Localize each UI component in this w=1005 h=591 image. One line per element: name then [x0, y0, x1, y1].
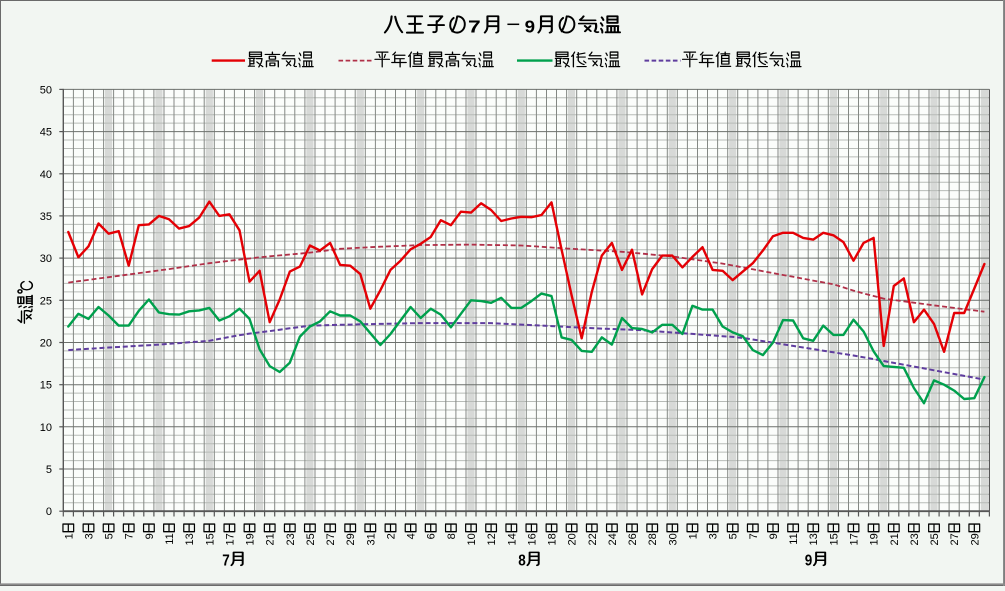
svg-text:18: 18 — [547, 533, 559, 545]
svg-text:19: 19 — [869, 533, 881, 545]
svg-text:26: 26 — [627, 533, 639, 545]
svg-text:9: 9 — [525, 16, 536, 36]
svg-text:1: 1 — [63, 533, 75, 539]
svg-text:12: 12 — [486, 533, 498, 545]
svg-text:1: 1 — [687, 533, 699, 539]
svg-text:3: 3 — [708, 533, 720, 539]
svg-text:11: 11 — [788, 533, 800, 544]
svg-text:13: 13 — [808, 533, 820, 545]
svg-text:29: 29 — [969, 533, 981, 545]
svg-text:29: 29 — [345, 533, 357, 545]
svg-text:31: 31 — [365, 533, 377, 545]
svg-text:6: 6 — [426, 533, 438, 539]
svg-text:5: 5 — [728, 533, 740, 539]
svg-text:9: 9 — [768, 533, 780, 539]
svg-text:40: 40 — [40, 169, 52, 181]
svg-text:7: 7 — [748, 533, 760, 539]
svg-text:17: 17 — [224, 533, 236, 545]
svg-text:45: 45 — [40, 127, 52, 139]
svg-text:15: 15 — [40, 380, 52, 392]
svg-text:25: 25 — [929, 533, 941, 545]
svg-text:28: 28 — [647, 533, 659, 545]
svg-text:15: 15 — [204, 533, 216, 545]
svg-text:8: 8 — [518, 552, 526, 569]
svg-text:27: 27 — [325, 533, 337, 545]
svg-text:21: 21 — [889, 533, 901, 545]
svg-text:0: 0 — [46, 506, 52, 518]
svg-text:19: 19 — [245, 533, 257, 545]
svg-text:35: 35 — [40, 211, 52, 223]
svg-text:8: 8 — [446, 533, 458, 539]
svg-text:10: 10 — [466, 533, 478, 545]
svg-text:30: 30 — [667, 533, 679, 545]
svg-text:23: 23 — [909, 533, 921, 545]
svg-text:7: 7 — [124, 533, 136, 539]
svg-text:10: 10 — [40, 422, 52, 434]
svg-text:15: 15 — [828, 533, 840, 545]
svg-text:23: 23 — [285, 533, 297, 545]
svg-text:30: 30 — [40, 253, 52, 265]
svg-text:5: 5 — [104, 533, 116, 539]
svg-text:5: 5 — [46, 464, 52, 476]
svg-text:7: 7 — [222, 552, 230, 569]
svg-text:13: 13 — [184, 533, 196, 545]
svg-text:16: 16 — [526, 533, 538, 545]
svg-text:11: 11 — [164, 533, 176, 544]
svg-text:17: 17 — [849, 533, 861, 545]
svg-text:24: 24 — [607, 533, 619, 545]
svg-text:20: 20 — [567, 533, 579, 545]
svg-text:27: 27 — [949, 533, 961, 545]
svg-text:2: 2 — [386, 533, 398, 539]
svg-text:14: 14 — [506, 533, 518, 545]
svg-text:9: 9 — [805, 552, 813, 569]
svg-text:50: 50 — [40, 84, 52, 96]
svg-text:25: 25 — [40, 295, 52, 307]
svg-text:4: 4 — [406, 533, 418, 539]
svg-text:3: 3 — [84, 533, 96, 539]
svg-text:9: 9 — [144, 533, 156, 539]
svg-text:20: 20 — [40, 338, 52, 350]
svg-text:21: 21 — [265, 533, 277, 545]
svg-text:25: 25 — [305, 533, 317, 545]
svg-text:22: 22 — [587, 533, 599, 545]
svg-text:7: 7 — [468, 16, 481, 36]
